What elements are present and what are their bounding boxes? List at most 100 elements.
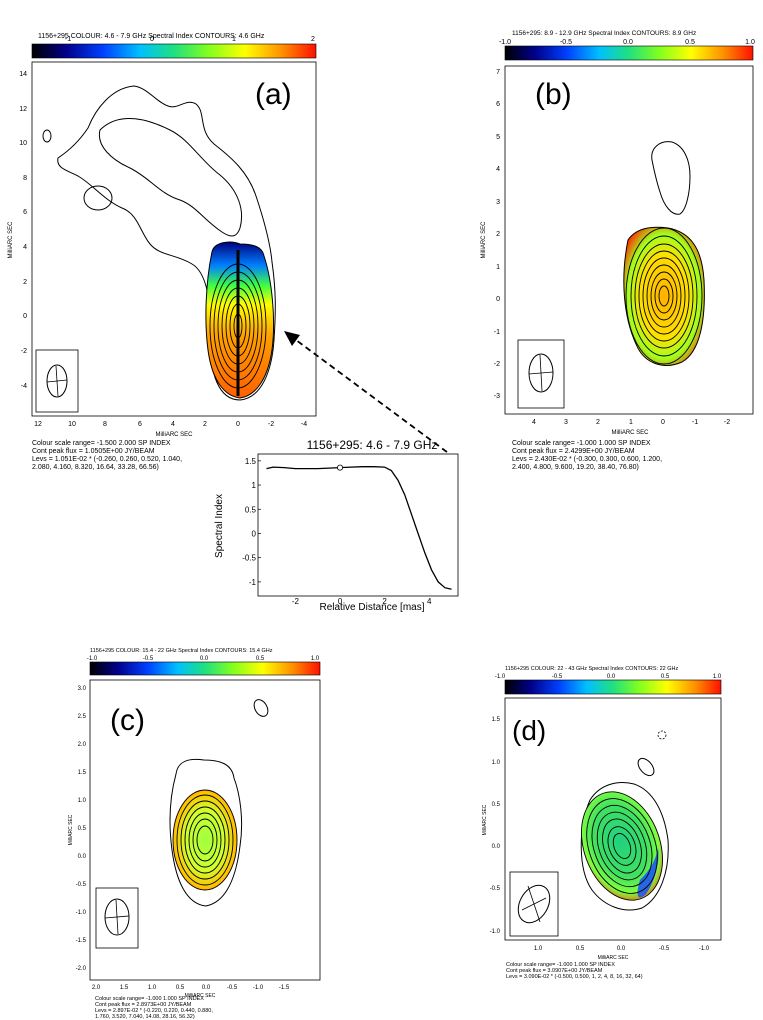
panel-a-contour-outer: [57, 85, 276, 401]
panel-a-frame: [31, 61, 317, 417]
panel-a-caption: Colour scale range= -1.500 2.000 SP INDE…: [32, 440, 183, 471]
panel-d-blue-region: [637, 848, 659, 898]
ytick: -1.0: [490, 929, 501, 935]
panel-c-colorbar-ticks: -1.0 -0.5 0.0 0.5 1.0: [87, 656, 320, 662]
colorbar-tick: -1.0: [87, 656, 98, 662]
inset-ytick: -0.5: [242, 554, 256, 563]
colorbar-tick: 0.0: [607, 674, 616, 680]
ytick: 1.0: [492, 760, 501, 766]
colorbar-tick: 1: [232, 36, 236, 43]
panel-c-xlabel: MilliARC SEC: [185, 993, 216, 999]
panel-c-ylabel: MilliARC SEC: [68, 814, 74, 845]
ytick: -0.5: [76, 882, 87, 888]
panel-d-beam: [517, 884, 551, 924]
ytick: -1.0: [76, 910, 87, 916]
ytick: 2.5: [78, 714, 87, 720]
panel-b-ylabel: MilliARC SEC: [481, 221, 487, 259]
inset-xtick: -2: [292, 597, 300, 606]
inset-ytick: 1.5: [245, 457, 257, 466]
ytick: 12: [19, 106, 27, 113]
colorbar-tick: -1.0: [499, 39, 511, 46]
xtick: 0.5: [576, 946, 585, 952]
panel-a-header: 1156+295 COLOUR: 4.6 - 7.9 GHz Spectral …: [38, 33, 265, 40]
panel-b-header: 1156+295: 8.9 - 12.9 GHz Spectral Index …: [512, 30, 696, 37]
panel-c: 1156+295 COLOUR: 15.4 - 22 GHz Spectral …: [68, 648, 321, 999]
panel-a-ylabel: MilliARC SEC: [8, 221, 14, 259]
panel-a-beam: [46, 364, 68, 398]
colorbar-tick: -0.5: [143, 656, 154, 662]
panel-d-header: 1156+295 COLOUR: 22 - 43 GHz Spectral In…: [505, 666, 679, 672]
ytick: 4: [23, 244, 27, 251]
inset-ytick: 0: [252, 529, 257, 538]
ytick: 14: [19, 71, 27, 78]
panel-c-core-colour: [172, 789, 238, 891]
panel-a-colorbar: [31, 43, 317, 59]
xtick: -2: [268, 421, 274, 428]
ytick: 4: [496, 166, 500, 173]
inset-ytick: 1: [252, 481, 257, 490]
panel-b-beam: [528, 353, 554, 393]
xtick: -0.5: [227, 985, 238, 991]
panel-d-core-contours: [586, 798, 658, 894]
inset-title: 1156+295: 4.6 - 7.9 GHz: [307, 438, 438, 452]
panel-a-contour-inner: [98, 117, 243, 237]
xtick: -1.5: [279, 985, 290, 991]
panel-a-arrow-head: [284, 331, 300, 346]
colorbar-tick: 0.5: [256, 656, 265, 662]
ytick: 3: [496, 199, 500, 206]
panel-c-colorbar: [89, 661, 321, 676]
ytick: 0: [496, 296, 500, 303]
xtick: 12: [34, 421, 42, 428]
colorbar-tick: 1.0: [713, 674, 722, 680]
panel-b-frame: [504, 65, 754, 415]
inset-marker-point: [337, 464, 344, 471]
ytick: 1.5: [492, 717, 501, 723]
colorbar-tick: 0.0: [200, 656, 209, 662]
xtick: 0.0: [202, 985, 211, 991]
panel-d-core-colour: [581, 791, 663, 901]
panel-d-colorbar: [504, 679, 722, 695]
panel-c-label: (c): [110, 704, 145, 737]
inset-xtick: 4: [427, 597, 432, 606]
panel-a-xticks: 12 10 8 6 4 2 0 -2 -4: [34, 421, 307, 428]
panel-b-core-colour: [623, 226, 705, 366]
inset-xlabel: Relative Distance [mas]: [319, 602, 424, 613]
panel-d-xticks: 1.0 0.5 0.0 -0.5 -1.0: [534, 946, 710, 952]
xtick: 0: [661, 419, 665, 426]
colorbar-tick: -1.0: [495, 674, 506, 680]
panel-c-core-contours: [176, 794, 234, 886]
xtick: -4: [301, 421, 307, 428]
colorbar-tick: 0: [150, 36, 154, 43]
colorbar-tick: 0.5: [685, 39, 695, 46]
panel-b-xticks: 4 3 2 1 0 -1 -2: [532, 419, 730, 426]
inset-xtick: 0: [338, 597, 343, 606]
panel-c-xticks: 2.0 1.5 1.0 0.5 0.0 -0.5 -1.0 -1.5: [92, 985, 290, 991]
panel-b-xlabel: MilliARC SEC: [611, 430, 649, 436]
inset-ylabel: Spectral Index: [214, 494, 225, 558]
panel-a-arrow: [295, 339, 456, 459]
panel-a-xlabel: MilliARC SEC: [155, 432, 193, 438]
panel-d-frame: [504, 697, 722, 941]
ytick: -2: [494, 361, 500, 368]
xtick: -1: [692, 419, 698, 426]
panel-c-caption: Colour scale range= -1.000 1.000 SP INDE…: [95, 996, 213, 1020]
panel-c-contour-outer: [169, 758, 243, 907]
panel-b-colorbar-ticks: -1.0 -0.5 0.0 0.5 1.0: [499, 39, 755, 46]
panel-b-colorbar: [504, 45, 754, 61]
colorbar-tick: -0.5: [560, 39, 572, 46]
colorbar-tick: 2: [311, 36, 315, 43]
inset-chart: 1156+295: 4.6 - 7.9 GHz Relative Distanc…: [214, 438, 459, 613]
xtick: -1.0: [699, 946, 710, 952]
panel-d-xlabel: MilliARC SEC: [598, 955, 629, 961]
ytick: -3: [494, 393, 500, 400]
panel-d-contour-tiny: [657, 730, 667, 740]
ytick: -0.5: [490, 886, 501, 892]
xtick: 0.5: [176, 985, 185, 991]
inset-yticks: 1.5 1 0.5 0 -0.5 -1: [242, 457, 261, 587]
colorbar-tick: -0.5: [552, 674, 563, 680]
panel-b: 1156+295: 8.9 - 12.9 GHz Spectral Index …: [481, 30, 755, 436]
ytick: 0: [23, 313, 27, 320]
panel-d-colorbar-ticks: -1.0 -0.5 0.0 0.5 1.0: [495, 674, 722, 680]
xtick: 0: [236, 421, 240, 428]
